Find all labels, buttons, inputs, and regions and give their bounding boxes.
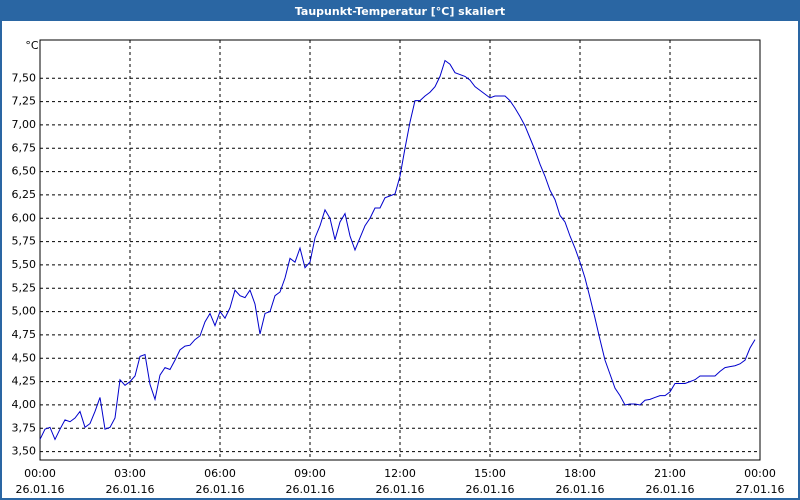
y-tick-label: 4,50 [12,351,37,364]
y-tick-label: 3,75 [12,421,37,434]
x-tick-date: 26.01.16 [556,483,605,496]
y-tick-label: 5,25 [12,281,37,294]
x-tick-date: 26.01.16 [466,483,515,496]
x-tick-date: 27.01.16 [736,483,785,496]
title-bar: Taupunkt-Temperatur [°C] skaliert [2,2,798,21]
y-tick-label: 5,50 [12,258,37,271]
y-tick-label: 4,00 [12,398,37,411]
x-tick-date: 26.01.16 [106,483,155,496]
x-tick-date: 26.01.16 [646,483,695,496]
x-tick-label: 09:00 [294,467,326,480]
x-tick-date: 26.01.16 [16,483,65,496]
y-tick-label: 7,00 [12,118,37,131]
x-tick-label: 00:00 [744,467,776,480]
data-line [39,59,756,441]
y-tick-label: 3,50 [12,445,37,458]
y-tick-label: 6,50 [12,165,37,178]
y-tick-label: 6,25 [12,188,37,201]
y-tick-label: 6,00 [12,211,37,224]
y-tick-label: 7,25 [12,95,37,108]
x-tick-label: 18:00 [564,467,596,480]
x-tick-date: 26.01.16 [196,483,245,496]
x-tick-label: 06:00 [204,467,236,480]
y-tick-label: 6,75 [12,141,37,154]
x-tick-date: 26.01.16 [376,483,425,496]
x-tick-label: 00:00 [24,467,56,480]
x-tick-label: 03:00 [114,467,146,480]
y-tick-label: 5,75 [12,235,37,248]
y-tick-label: 7,50 [12,71,37,84]
y-tick-label: 5,00 [12,305,37,318]
x-tick-label: 21:00 [654,467,686,480]
y-unit: °C [25,39,39,52]
y-tick-label: 4,75 [12,328,37,341]
x-tick-label: 12:00 [384,467,416,480]
y-tick-label: 4,25 [12,375,37,388]
x-tick-date: 26.01.16 [286,483,335,496]
x-tick-label: 15:00 [474,467,506,480]
